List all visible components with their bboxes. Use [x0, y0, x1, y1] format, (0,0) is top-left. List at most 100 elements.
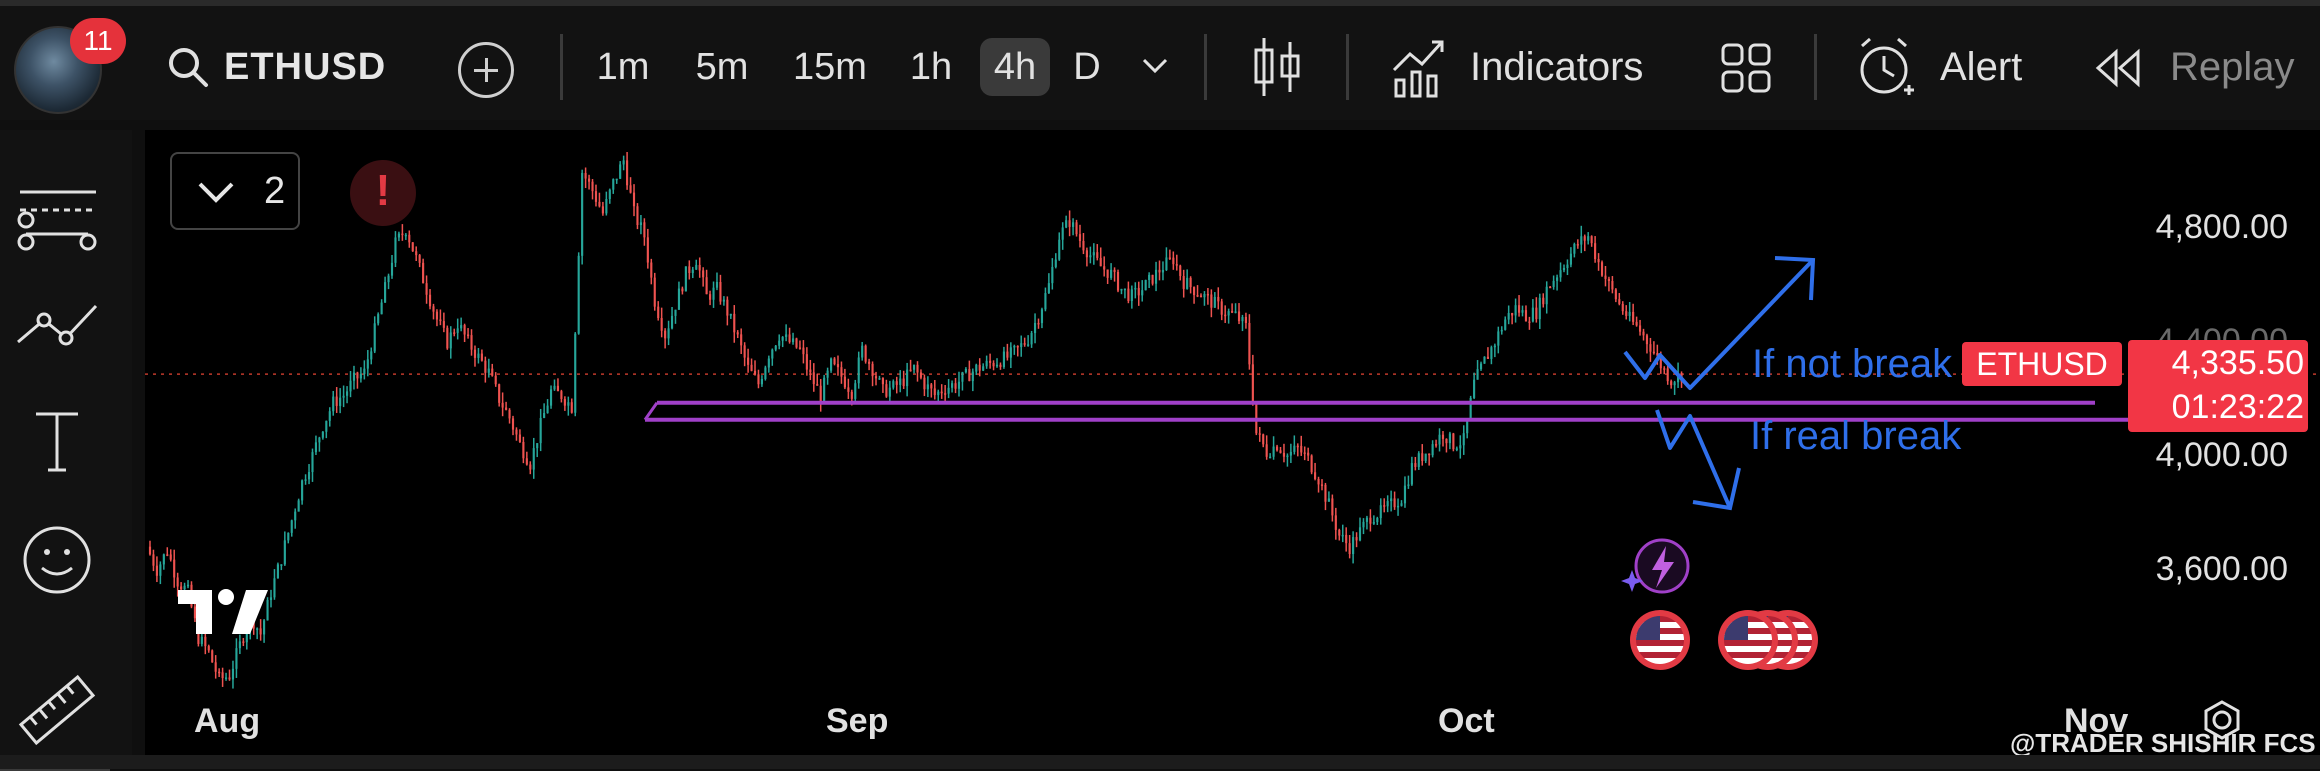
candle-body [1673, 382, 1676, 386]
warning-icon[interactable] [350, 160, 416, 226]
replay-button[interactable]: Replay [2170, 45, 2295, 89]
candle-body [989, 360, 992, 363]
candle-body [1054, 259, 1057, 267]
lightning-icon[interactable] [1620, 534, 1692, 598]
candle-body [843, 376, 846, 388]
annotation-real-break[interactable]: If real break [1750, 414, 1962, 458]
candle-body [615, 178, 618, 181]
candle-body [1514, 305, 1517, 316]
candle-body [294, 511, 297, 521]
candle-body [1524, 310, 1528, 322]
timeframe-4h[interactable]: 4h [980, 38, 1050, 96]
candle-body [501, 402, 504, 408]
candle-body [1220, 301, 1223, 315]
legend-toggle-button[interactable]: 2 [170, 152, 300, 230]
candle-body [532, 448, 535, 470]
candle-body [1500, 329, 1503, 332]
candle-body [622, 160, 625, 165]
candle-body [729, 313, 732, 316]
candle-body [1262, 434, 1265, 445]
candle-body [1341, 534, 1344, 537]
candle-body [505, 407, 508, 410]
layout-grid-icon[interactable] [1720, 42, 1772, 94]
candle-body [1358, 527, 1362, 541]
candle-body [798, 347, 802, 349]
timeframe-d[interactable]: D [1073, 46, 1101, 88]
text-icon[interactable] [12, 400, 102, 480]
candle-body [708, 294, 712, 300]
symbol-price-tag: ETHUSD [1962, 342, 2122, 386]
candle-body [543, 413, 546, 418]
candle-body [563, 399, 566, 406]
bearish-projection-arrow [1655, 409, 1732, 509]
timeframe-5m[interactable]: 5m [695, 46, 749, 88]
candle-body [681, 288, 684, 292]
candlestick-chart-icon[interactable] [1250, 36, 1304, 98]
candle-body [1345, 534, 1348, 544]
settings-gear-icon[interactable] [2202, 700, 2242, 740]
timeframe-1h[interactable]: 1h [909, 46, 953, 88]
candle-body [211, 650, 214, 663]
candle-body [930, 384, 933, 389]
toolbar-divider [560, 34, 563, 100]
chart-canvas[interactable] [145, 130, 2320, 755]
alarm-clock-icon[interactable] [1856, 36, 1916, 100]
candle-body [235, 648, 238, 669]
candle-body [1670, 381, 1673, 386]
candle-body [460, 325, 463, 329]
patterns-icon[interactable] [12, 290, 102, 370]
candle-body [1497, 331, 1500, 346]
candle-body [657, 306, 660, 319]
candle-body [1448, 433, 1451, 444]
candle-body [359, 374, 362, 379]
timeframe-1m[interactable]: 1m [596, 46, 650, 88]
candle-body [736, 332, 739, 335]
candle-body [1248, 322, 1251, 365]
timeframe-15m[interactable]: 15m [793, 46, 867, 88]
candle-body [1362, 521, 1365, 528]
candle-body [722, 299, 725, 302]
candle-body [805, 354, 808, 370]
trend-lines-icon[interactable] [12, 180, 102, 260]
candle-body [1175, 264, 1178, 266]
candle-body [1186, 277, 1189, 289]
candle-body [463, 325, 466, 335]
rewind-icon[interactable] [2092, 48, 2144, 88]
emoji-icon[interactable] [12, 520, 102, 600]
candle-body [546, 405, 549, 414]
add-symbol-button[interactable] [458, 42, 514, 98]
candle-body [456, 328, 459, 333]
candle-body [1372, 522, 1375, 524]
candle-body [1037, 322, 1040, 325]
candle-body [1296, 445, 1299, 448]
candle-body [947, 387, 950, 394]
candle-body [1632, 311, 1635, 322]
annotation-not-break[interactable]: If not break [1752, 342, 1953, 386]
candle-body [1479, 363, 1483, 370]
candle-body [1127, 288, 1130, 302]
candle-body [612, 179, 615, 190]
indicators-icon[interactable] [1390, 36, 1448, 98]
candle-body [1327, 498, 1330, 502]
ruler-icon[interactable] [12, 670, 102, 750]
us-event-flag-icon[interactable] [1630, 610, 1690, 670]
candle-body [1047, 283, 1050, 294]
candle-body [601, 206, 604, 214]
indicators-button[interactable]: Indicators [1470, 45, 1644, 89]
candle-body [1272, 446, 1275, 457]
candle-body [871, 363, 874, 377]
candle-body [1393, 498, 1396, 508]
symbol-search[interactable]: ETHUSD [166, 42, 386, 92]
candle-body [238, 641, 241, 649]
candle-body [1217, 296, 1220, 302]
candle-body [1096, 252, 1099, 258]
candle-body [643, 222, 646, 238]
chevron-down-icon[interactable] [1138, 54, 1172, 78]
alert-button[interactable]: Alert [1940, 45, 2023, 89]
candle-body [1559, 270, 1562, 278]
candle-body [207, 646, 210, 651]
us-event-flag-icon[interactable] [1718, 610, 1778, 670]
candle-body [473, 349, 477, 358]
candle-body [961, 372, 964, 382]
tradingview-logo [178, 589, 268, 634]
